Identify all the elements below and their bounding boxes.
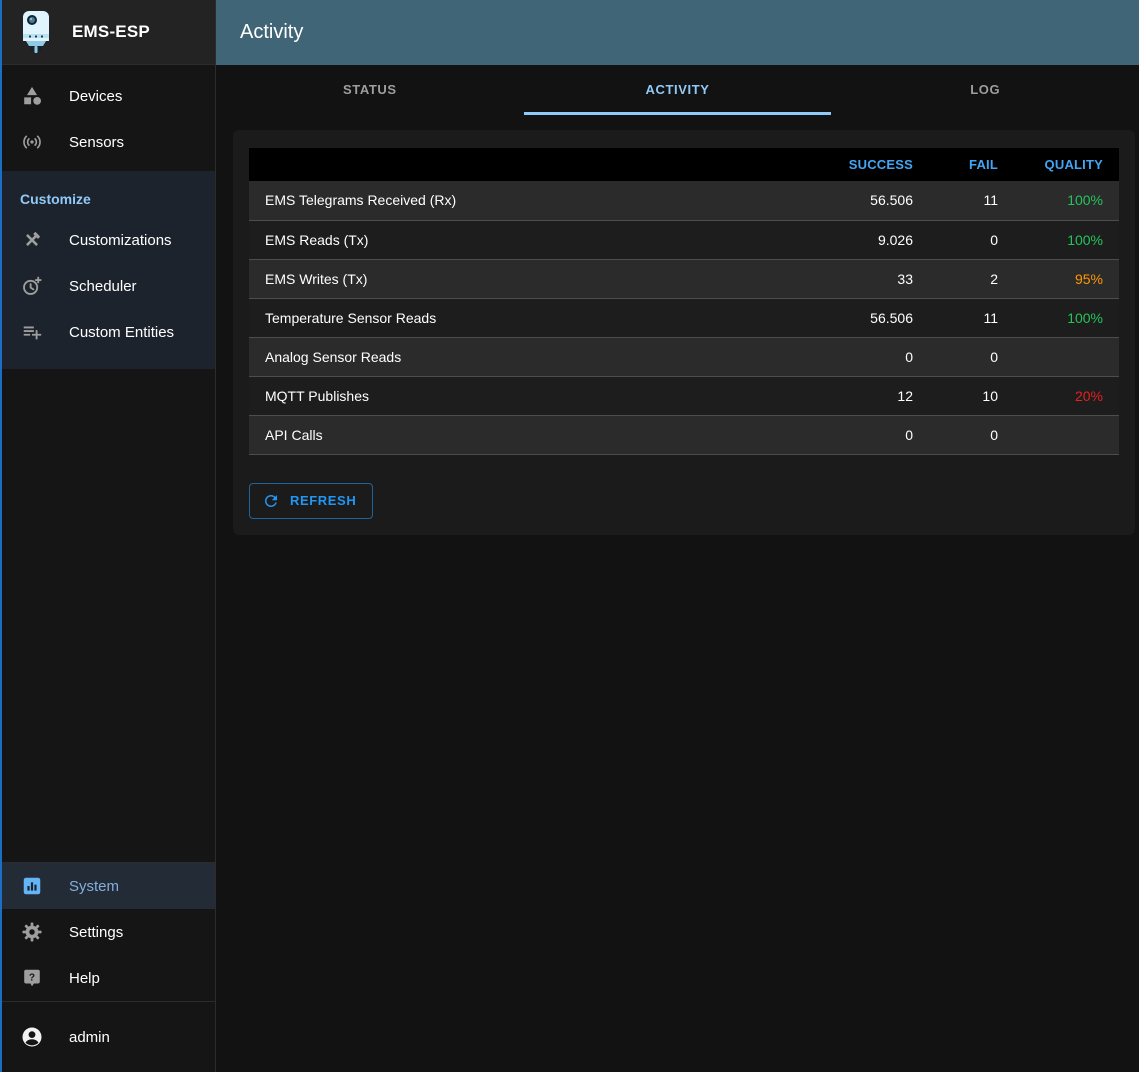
main-content: Activity STATUS ACTIVITY LOG SUCCESS FAI… (216, 0, 1139, 1072)
column-header-fail: FAIL (969, 157, 998, 172)
construction-icon (20, 228, 44, 252)
left-edge-accent (0, 0, 2, 1072)
sidebar-item-system[interactable]: System (0, 863, 215, 909)
column-header-name (249, 148, 809, 181)
sidebar-item-label: Scheduler (69, 277, 137, 295)
svg-text:?: ? (29, 973, 35, 984)
table-row: API Calls 0 0 (249, 415, 1119, 454)
sidebar-item-settings[interactable]: Settings (0, 909, 215, 955)
stat-name: EMS Telegrams Received (Rx) (265, 192, 457, 209)
table-row: Temperature Sensor Reads 56.506 11 100% (249, 298, 1119, 337)
stat-success: 56.506 (870, 309, 913, 326)
topbar: Activity (216, 0, 1139, 65)
stat-success: 9.026 (877, 231, 913, 248)
table-header-row: SUCCESS FAIL QUALITY (249, 148, 1119, 181)
stat-name: EMS Writes (Tx) (265, 270, 368, 287)
stat-name: Temperature Sensor Reads (265, 309, 437, 326)
stat-quality: 100% (1067, 309, 1103, 326)
table-row: Analog Sensor Reads 0 0 (249, 337, 1119, 376)
stat-name: EMS Reads (Tx) (265, 231, 369, 248)
sidebar-item-label: Customizations (69, 231, 172, 249)
playlist-add-icon (20, 320, 44, 344)
sidebar-divider (0, 1001, 215, 1002)
sidebar-item-admin[interactable]: admin (0, 1014, 215, 1060)
account-circle-icon (20, 1025, 44, 1049)
stat-quality (1014, 415, 1119, 454)
activity-table: SUCCESS FAIL QUALITY EMS Telegrams Recei… (249, 148, 1119, 455)
table-row: EMS Telegrams Received (Rx) 56.506 11 10… (249, 181, 1119, 220)
sensors-icon (20, 130, 44, 154)
refresh-button[interactable]: REFRESH (249, 482, 374, 519)
sidebar-item-customizations[interactable]: Customizations (0, 217, 215, 263)
help-icon: ? (20, 966, 44, 990)
sidebar-item-sensors[interactable]: Sensors (0, 119, 215, 165)
stat-fail: 11 (983, 309, 998, 326)
stat-quality (1014, 337, 1119, 376)
page-title: Activity (240, 21, 304, 43)
sidebar-item-label: System (69, 877, 120, 895)
sidebar-item-custom-entities[interactable]: Custom Entities (0, 309, 215, 355)
stat-fail: 10 (982, 387, 998, 404)
tab-log[interactable]: LOG (970, 81, 1001, 97)
category-icon (20, 84, 44, 108)
table-row: EMS Reads (Tx) 9.026 0 100% (249, 220, 1119, 259)
stat-quality: 100% (1067, 231, 1103, 248)
sidebar-item-label: Sensors (69, 133, 125, 151)
stat-quality: 95% (1074, 270, 1103, 287)
table-row: MQTT Publishes 12 10 20% (249, 376, 1119, 415)
more-time-icon (20, 274, 44, 298)
stat-success: 56.506 (870, 192, 913, 209)
sidebar-divider (0, 862, 215, 863)
gear-icon (20, 920, 44, 944)
column-header-success: SUCCESS (848, 157, 913, 172)
sidebar-item-label: Help (69, 969, 100, 987)
stat-fail: 2 (990, 270, 998, 287)
column-header-quality: QUALITY (1044, 157, 1103, 172)
stat-fail: 0 (990, 348, 998, 365)
sidebar-header: EMS-ESP (0, 0, 215, 65)
refresh-icon (262, 492, 280, 510)
refresh-button-label: REFRESH (290, 493, 357, 508)
activity-panel: SUCCESS FAIL QUALITY EMS Telegrams Recei… (233, 130, 1135, 535)
app-title: EMS-ESP (72, 22, 150, 41)
sidebar-item-scheduler[interactable]: Scheduler (0, 263, 215, 309)
stat-fail: 11 (983, 192, 998, 209)
stat-success: 12 (897, 387, 913, 404)
stat-fail: 0 (990, 231, 998, 248)
stat-name: MQTT Publishes (265, 387, 369, 404)
stat-fail: 0 (990, 426, 998, 443)
stat-success: 33 (897, 270, 913, 287)
customize-section-header: Customize (20, 191, 91, 207)
stat-quality: 20% (1074, 387, 1103, 404)
table-row: EMS Writes (Tx) 33 2 95% (249, 259, 1119, 298)
sidebar-user-label: admin (69, 1028, 110, 1046)
sidebar-item-label: Settings (69, 923, 124, 941)
analytics-icon (20, 874, 44, 898)
customize-section: Customize Customizations (0, 171, 215, 369)
sidebar-item-devices[interactable]: Devices (0, 73, 215, 119)
stat-success: 0 (905, 426, 913, 443)
sidebar-item-label: Devices (69, 87, 123, 105)
tab-status[interactable]: STATUS (343, 81, 397, 97)
tab-activity[interactable]: ACTIVITY (523, 65, 832, 115)
sidebar-item-help[interactable]: ? Help (0, 955, 215, 1001)
stat-name: API Calls (265, 426, 323, 443)
tab-bar: STATUS ACTIVITY LOG (216, 65, 1139, 115)
sidebar: EMS-ESP Devices (0, 0, 216, 1072)
stat-name: Analog Sensor Reads (265, 348, 402, 365)
stat-quality: 100% (1067, 192, 1103, 209)
sidebar-item-label: Custom Entities (69, 323, 175, 341)
stat-success: 0 (905, 348, 913, 365)
boiler-icon (18, 10, 54, 54)
